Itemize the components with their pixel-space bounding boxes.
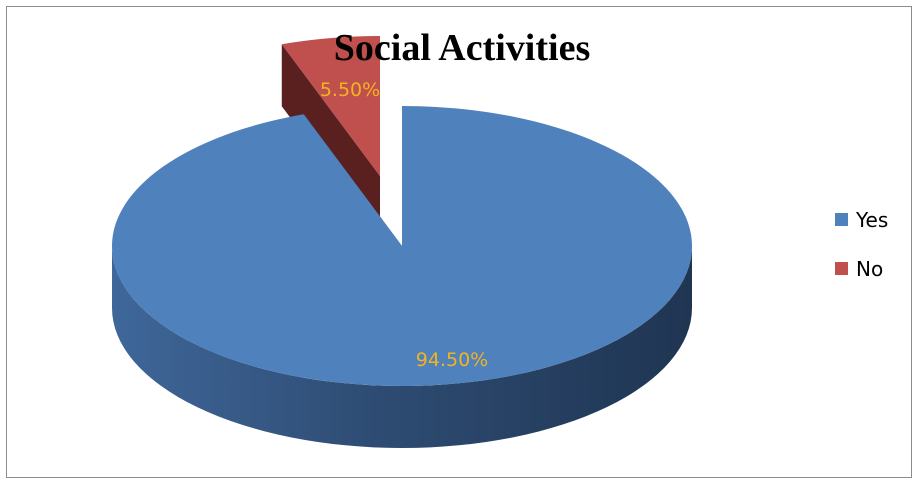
pie-slices	[112, 36, 693, 448]
data-label-no: 5.50%	[320, 79, 380, 101]
pie-slice-yes	[112, 106, 693, 386]
chart-title: Social Activities	[334, 27, 590, 69]
legend-swatch-yes	[835, 213, 848, 226]
legend-swatch-no	[835, 262, 848, 275]
data-label-yes: 94.50%	[416, 349, 488, 371]
legend-label-yes: Yes	[855, 208, 888, 232]
legend: Yes No	[835, 208, 888, 281]
pie-slice-no	[281, 36, 380, 176]
legend-label-no: No	[856, 257, 883, 281]
pie-slice-yes-side	[112, 246, 692, 448]
